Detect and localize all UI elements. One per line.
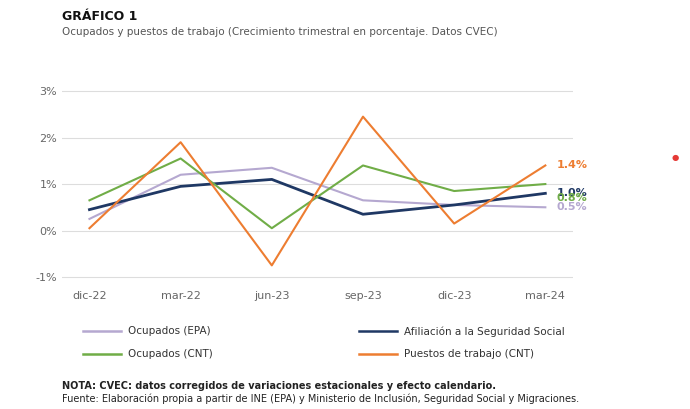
Text: 0.5%: 0.5%: [556, 202, 587, 212]
Text: Ocupados (EPA): Ocupados (EPA): [128, 326, 210, 336]
Text: 0.8%: 0.8%: [556, 193, 587, 203]
Text: GRÁFICO 1: GRÁFICO 1: [62, 10, 137, 23]
Text: Ocupados (CNT): Ocupados (CNT): [128, 349, 213, 359]
Text: 1.4%: 1.4%: [556, 160, 587, 171]
Text: NOTA: CVEC: datos corregidos de variaciones estacionales y efecto calendario.: NOTA: CVEC: datos corregidos de variacio…: [62, 381, 496, 391]
Text: Afiliación a la Seguridad Social: Afiliación a la Seguridad Social: [404, 326, 564, 337]
Text: ●: ●: [671, 153, 678, 162]
Text: Fuente: Elaboración propia a partir de INE (EPA) y Ministerio de Inclusión, Segu: Fuente: Elaboración propia a partir de I…: [62, 393, 579, 404]
Text: Ocupados y puestos de trabajo (Crecimiento trimestral en porcentaje. Datos CVEC): Ocupados y puestos de trabajo (Crecimien…: [62, 27, 497, 36]
Text: Puestos de trabajo (CNT): Puestos de trabajo (CNT): [404, 349, 533, 359]
Text: 1.0%: 1.0%: [556, 189, 587, 198]
